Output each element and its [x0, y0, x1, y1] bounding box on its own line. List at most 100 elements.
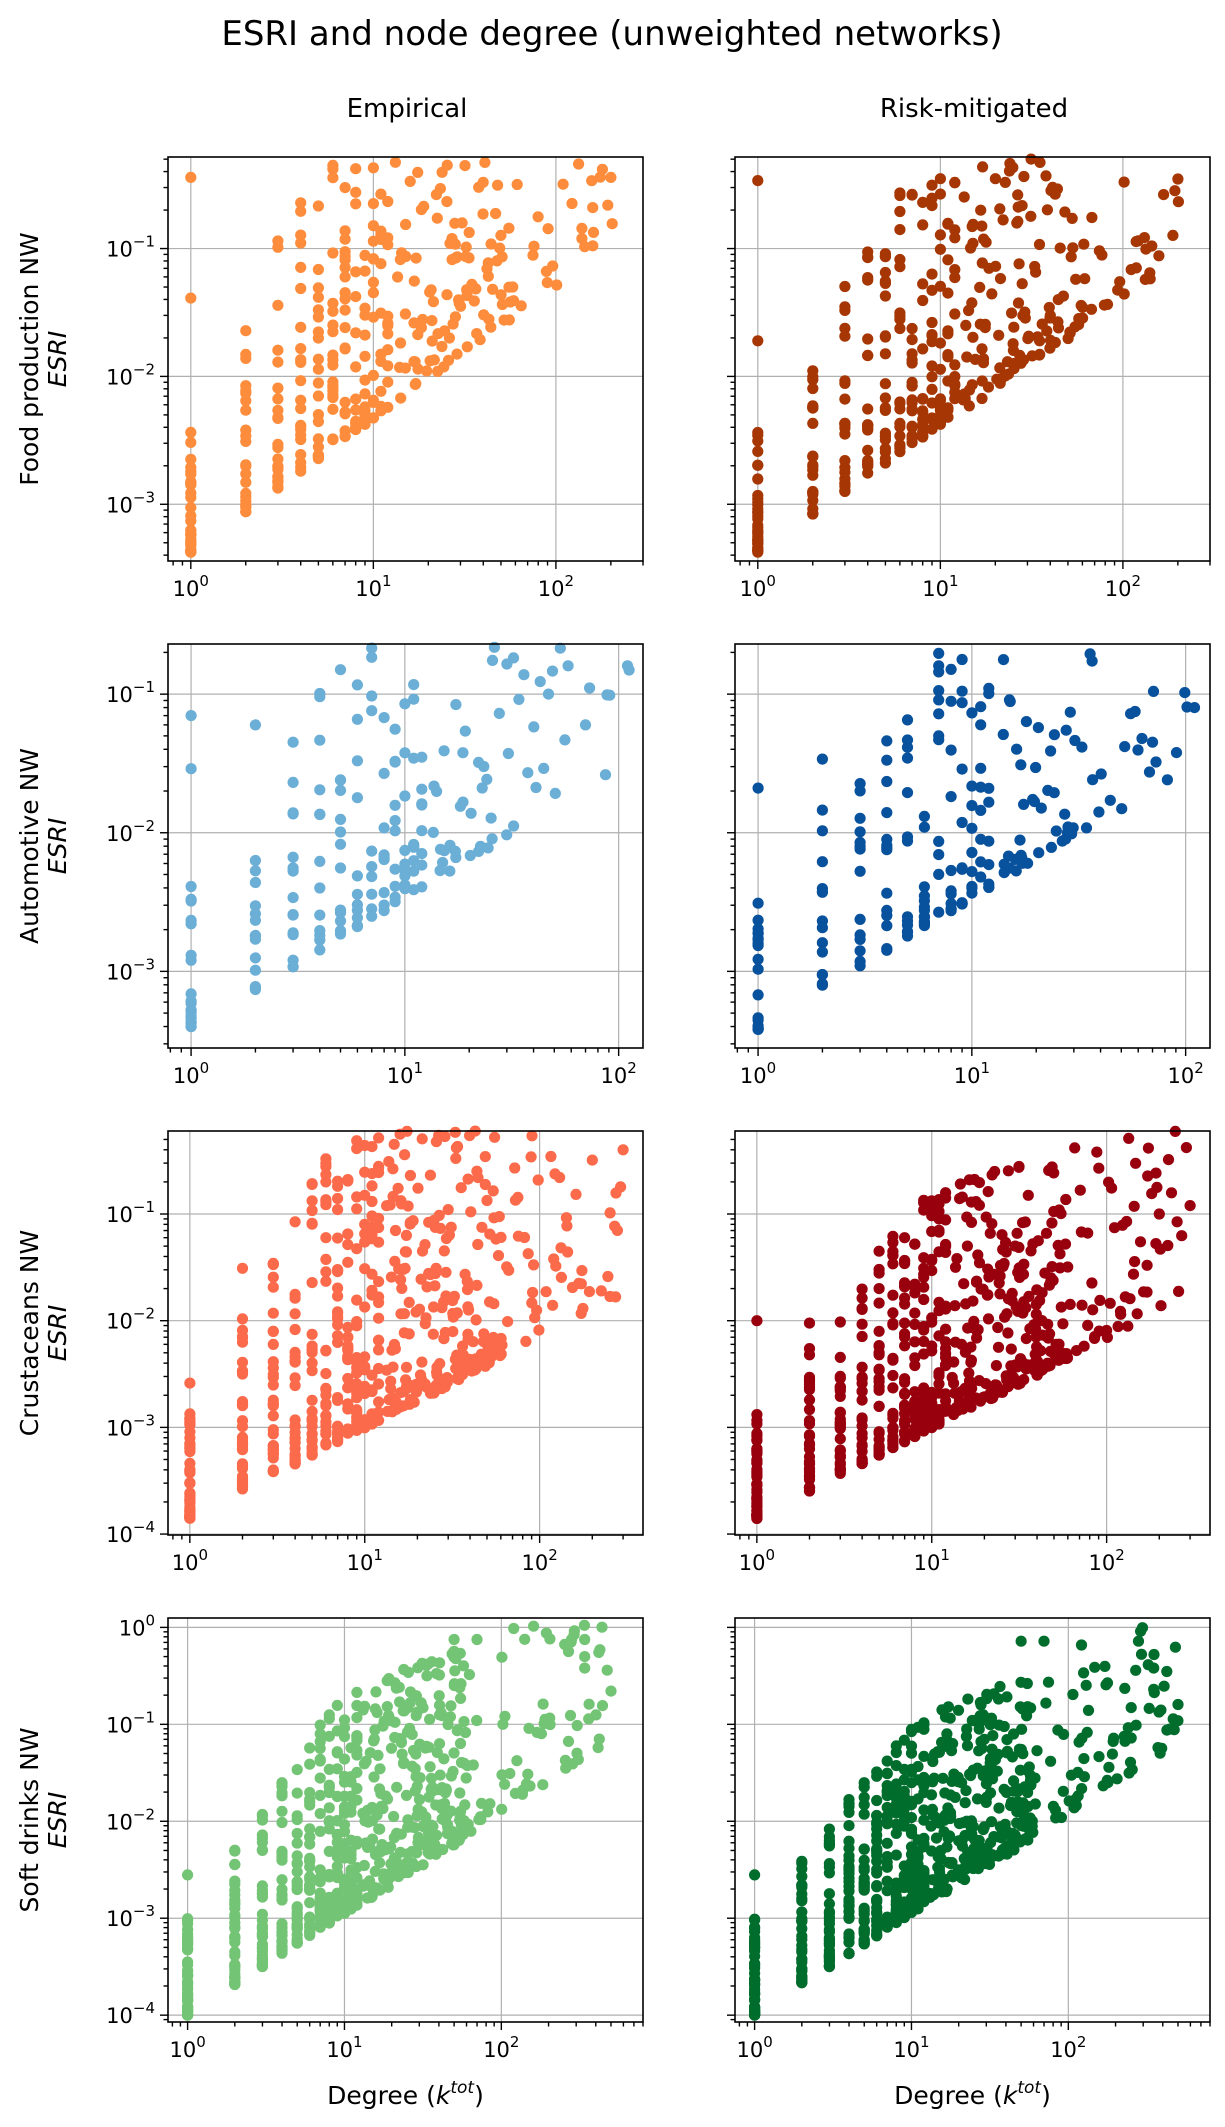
data-point — [823, 1837, 836, 1849]
data-point — [599, 769, 612, 781]
data-point — [314, 855, 326, 868]
data-point — [1080, 1679, 1092, 1691]
data-point — [1076, 1783, 1088, 1795]
data-point — [752, 489, 764, 502]
data-point — [856, 1283, 868, 1295]
data-point — [448, 1747, 460, 1759]
data-point — [1106, 1182, 1118, 1194]
data-point — [306, 1365, 318, 1377]
data-point — [389, 1343, 401, 1355]
data-point — [276, 1805, 288, 1817]
data-point — [881, 1790, 893, 1802]
data-point — [351, 1294, 363, 1306]
data-point — [373, 1162, 385, 1174]
data-point — [458, 1716, 470, 1728]
data-point — [1121, 1215, 1133, 1228]
data-point — [403, 1858, 415, 1870]
data-point — [385, 1375, 397, 1387]
data-point — [873, 1426, 885, 1438]
data-point — [457, 796, 469, 808]
data-point — [382, 328, 394, 340]
data-point — [1130, 1664, 1142, 1676]
data-points — [749, 1622, 1184, 2021]
data-point — [373, 1212, 385, 1224]
data-point — [392, 271, 404, 283]
data-point — [314, 882, 326, 894]
data-point — [399, 858, 411, 870]
data-point — [917, 393, 929, 405]
data-point — [184, 1509, 196, 1521]
data-point — [1093, 1162, 1105, 1174]
data-point — [334, 907, 347, 919]
data-point — [236, 1398, 249, 1410]
data-point — [1143, 766, 1156, 778]
y-tick-label: 10−1 — [106, 233, 155, 262]
data-point — [359, 329, 371, 341]
data-point — [184, 1477, 196, 1489]
data-point — [481, 1194, 493, 1207]
data-point — [961, 1240, 974, 1252]
data-point — [382, 376, 394, 388]
data-point — [532, 1174, 544, 1186]
data-point — [1054, 242, 1066, 254]
data-point — [566, 197, 578, 210]
data-point — [530, 781, 542, 794]
data-point — [1030, 761, 1042, 774]
data-point — [856, 1394, 868, 1406]
data-point — [291, 1929, 303, 1941]
data-point — [879, 251, 892, 263]
data-point — [185, 476, 197, 488]
data-point — [1170, 747, 1183, 759]
data-point — [583, 1698, 595, 1710]
data-point — [389, 891, 401, 903]
data-point — [441, 289, 453, 301]
data-point — [528, 1620, 540, 1632]
data-point — [339, 182, 351, 194]
data-point — [490, 207, 502, 220]
y-tick-label: 100 — [119, 1611, 155, 1640]
data-point — [1141, 1286, 1153, 1298]
data-point — [482, 270, 494, 282]
data-point — [387, 1361, 399, 1373]
data-point — [331, 1699, 343, 1711]
data-point — [424, 1169, 436, 1181]
data-point — [295, 419, 307, 431]
data-point — [350, 393, 362, 405]
data-point — [912, 1850, 924, 1862]
data-point — [1015, 759, 1027, 771]
data-point — [899, 1257, 911, 1270]
data-point — [342, 1382, 354, 1394]
data-point — [946, 1857, 958, 1869]
data-point — [803, 1439, 816, 1451]
data-point — [956, 685, 968, 697]
data-point — [385, 1271, 397, 1283]
data-point — [1118, 176, 1130, 188]
data-point — [918, 821, 931, 833]
data-point — [236, 1481, 249, 1493]
data-point — [909, 1336, 921, 1348]
data-point — [596, 1621, 608, 1633]
data-point — [1035, 1345, 1047, 1357]
data-point — [906, 405, 918, 417]
data-point — [605, 171, 617, 183]
data-point — [438, 1296, 450, 1308]
data-point — [314, 1755, 326, 1767]
data-point — [447, 1765, 459, 1778]
data-point — [583, 1286, 596, 1298]
data-point — [873, 1376, 885, 1388]
data-point — [304, 1838, 316, 1850]
data-point — [399, 698, 411, 710]
data-point — [965, 1770, 977, 1782]
data-point — [351, 1712, 363, 1724]
data-point — [474, 334, 486, 346]
data-point — [432, 328, 444, 340]
data-point — [894, 253, 906, 266]
data-point — [807, 494, 819, 506]
row-title: Crustaceans NW — [15, 1230, 44, 1436]
data-point — [1082, 1704, 1095, 1716]
data-point — [287, 927, 299, 939]
data-point — [465, 1825, 477, 1837]
data-point — [1074, 1184, 1086, 1196]
data-point — [881, 1875, 893, 1887]
data-point — [547, 260, 559, 272]
